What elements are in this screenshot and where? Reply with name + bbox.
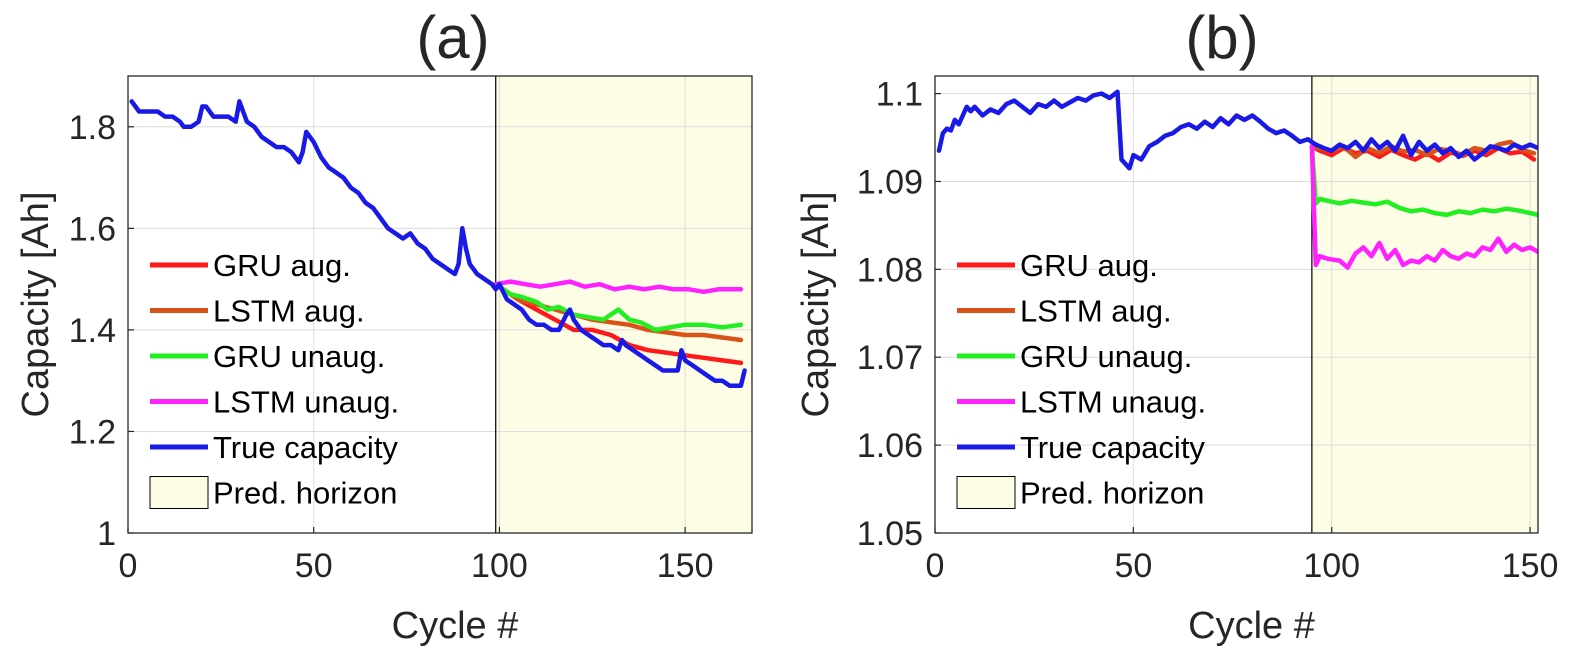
- legend-entry: LSTM unaug.: [1020, 385, 1206, 420]
- legend-swatch-horizon: [956, 476, 1016, 509]
- y-axis-label: Capacity [Ah]: [15, 192, 57, 418]
- y-tick-label: 1.6: [69, 210, 116, 248]
- y-tick-label: 1.4: [69, 312, 116, 350]
- legend: GRU aug. LSTM aug. GRU unaug. LSTM unaug. Tr…: [956, 248, 1206, 511]
- chart-title: (a): [416, 4, 489, 71]
- series-line-gru-unaug: [1309, 144, 1538, 218]
- y-axis-label: Capacity [Ah]: [795, 192, 837, 418]
- legend-entry-horizon: Pred. horizon: [1020, 476, 1204, 511]
- legend-entry: GRU aug.: [213, 248, 351, 283]
- legend-swatch-horizon: [149, 476, 209, 509]
- x-tick-label: 100: [471, 547, 528, 585]
- panel-a: 0 50 100 150 1 1.2 1.4 1.6 1.8 Cycle # Capacity [A…: [15, 4, 753, 647]
- x-tick-label: 50: [1114, 547, 1152, 585]
- y-tick-label: 1.2: [69, 413, 116, 451]
- legend: GRU aug. LSTM aug. GRU unaug. LSTM unaug. Tr…: [149, 248, 399, 511]
- axes-box: [127, 75, 753, 534]
- x-axis-label: Cycle #: [1188, 605, 1315, 647]
- legend-entry: True capacity: [1020, 430, 1205, 465]
- y-tick-label: 1.09: [857, 163, 923, 201]
- x-axis-label: Cycle #: [392, 605, 519, 647]
- x-tick-label: 0: [119, 547, 138, 585]
- legend-entry: LSTM aug.: [213, 294, 365, 329]
- legend-entry: GRU unaug.: [1020, 339, 1192, 374]
- legend-entry: True capacity: [213, 430, 398, 465]
- y-tick-label: 1.8: [69, 109, 116, 147]
- series-line-lstm-unaug: [493, 279, 744, 295]
- y-tick-label: 1.06: [857, 427, 923, 465]
- x-tick-label: 0: [926, 547, 945, 585]
- x-tick-label: 150: [657, 547, 714, 585]
- y-tick-label: 1.05: [857, 515, 923, 553]
- y-tick-label: 1.08: [857, 251, 923, 289]
- legend-entry: GRU unaug.: [213, 339, 385, 374]
- legend-entry: GRU aug.: [1020, 248, 1158, 283]
- y-tick-label: 1.1: [876, 76, 923, 114]
- axes-box: [934, 75, 1539, 534]
- legend-entry: LSTM unaug.: [213, 385, 399, 420]
- x-tick-label: 100: [1303, 547, 1360, 585]
- chart-title: (b): [1185, 4, 1258, 71]
- legend-entry-horizon: Pred. horizon: [213, 476, 397, 511]
- series-line-true-capacity: [936, 89, 1538, 171]
- series-line-true-capacity: [129, 99, 747, 388]
- panel-b: 0 50 100 150 1.05 1.06 1.07 1.08 1.09 1.1 Cycle # C…: [795, 4, 1558, 647]
- series-line-lstm-unaug: [1309, 144, 1538, 270]
- legend-entry: LSTM aug.: [1020, 294, 1172, 329]
- x-tick-label: 150: [1502, 547, 1559, 585]
- x-tick-label: 50: [295, 547, 333, 585]
- y-tick-label: 1.07: [857, 339, 923, 377]
- y-tick-label: 1: [97, 515, 116, 553]
- series-line-gru-unaug: [493, 281, 744, 333]
